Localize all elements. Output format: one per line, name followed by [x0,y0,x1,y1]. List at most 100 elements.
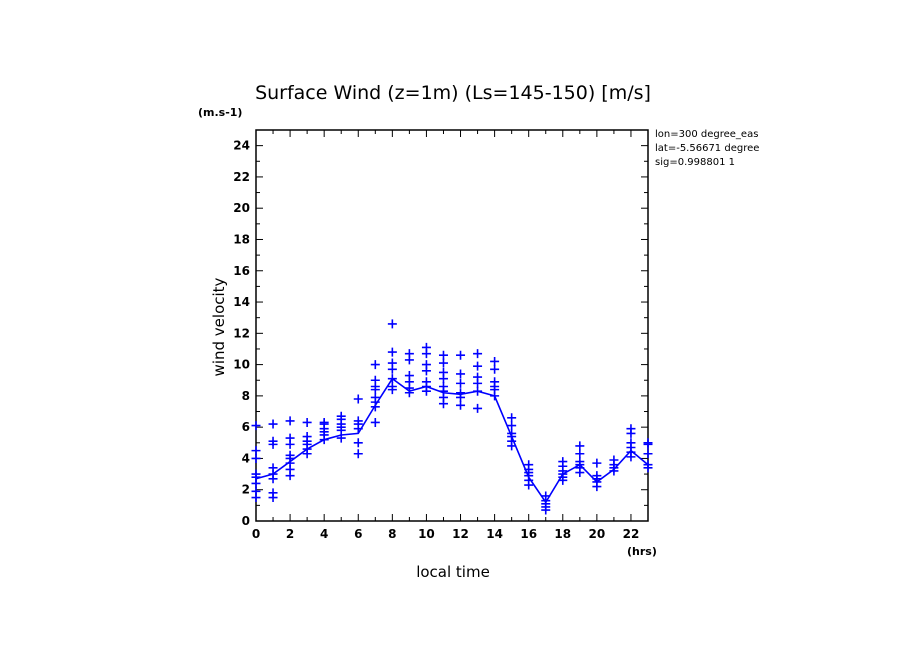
annotation-lat: lat=-5.56671 degree [655,143,759,154]
wind-sample-point [251,453,261,463]
x-tick-label: 10 [418,527,435,541]
wind-sample-point [285,450,295,460]
x-tick-label: 18 [554,527,571,541]
wind-sample-point [370,360,380,370]
wind-sample-point [421,360,431,370]
mean-wind-line [255,377,649,504]
wind-sample-point [251,486,261,496]
wind-sample-point [404,371,414,381]
wind-sample-point [421,377,431,387]
y-unit-label: (m.s-1) [198,106,242,119]
wind-sample-point [456,400,466,410]
wind-sample-point [575,449,585,459]
x-tick-label: 2 [286,527,294,541]
wind-sample-point [609,455,619,465]
wind-sample-point [387,319,397,329]
annotation-block: lon=300 degree_eas lat=-5.56671 degree s… [655,129,759,168]
wind-sample-point [438,381,448,391]
wind-sample-point [370,392,380,402]
wind-sample-point [558,457,568,467]
wind-sample-point [643,460,653,470]
wind-sample-point [592,458,602,468]
y-tick-label: 20 [233,201,250,215]
x-tick-label: 8 [388,527,396,541]
wind-sample-point [490,356,500,366]
wind-sample-point [473,372,483,382]
x-tick-label: 12 [452,527,469,541]
wind-sample-point [268,463,278,473]
y-axis-label: wind velocity [210,277,228,376]
x-tick-label: 4 [320,527,328,541]
chart-title: Surface Wind (z=1m) (Ls=145-150) [m/s] [255,82,651,104]
wind-sample-point [285,433,295,443]
wind-sample-point [524,460,534,470]
wind-sample-point [353,438,363,448]
y-tick-label: 22 [233,170,250,184]
wind-sample-point [387,358,397,368]
x-unit-label: (hrs) [627,545,657,558]
wind-sample-point [456,388,466,398]
wind-sample-point [336,433,346,443]
wind-sample-point [626,438,636,448]
annotation-lon: lon=300 degree_eas [655,129,758,140]
wind-sample-point [643,438,653,448]
wind-sample-point [473,349,483,359]
wind-sample-point [507,413,517,423]
y-tick-label: 8 [242,389,250,403]
wind-sample-point [302,432,312,442]
wind-sample-point [302,417,312,427]
y-tick-label: 14 [233,295,250,309]
wind-sample-point [438,350,448,360]
x-tick-label: 20 [589,527,606,541]
wind-sample-point [285,416,295,426]
wind-sample-point [438,358,448,368]
wind-sample-point [507,421,517,431]
plot-frame [255,129,649,522]
wind-sample-point [353,416,363,426]
y-tick-label: 4 [242,451,250,465]
wind-sample-point [336,411,346,421]
wind-sample-point [456,350,466,360]
wind-sample-point [251,421,261,431]
y-tick-label: 24 [233,139,250,153]
wind-sample-point [456,378,466,388]
y-tick-label: 0 [242,514,250,528]
y-tick-label: 12 [233,326,250,340]
x-tick-label: 22 [623,527,640,541]
wind-sample-point [268,488,278,498]
x-tick-label: 6 [354,527,362,541]
wind-sample-point [387,374,397,384]
x-tick-label: 14 [486,527,503,541]
wind-sample-point [387,347,397,357]
wind-sample-point [370,375,380,385]
wind-sample-point [353,449,363,459]
wind-sample-point [268,419,278,429]
x-tick-label: 0 [252,527,260,541]
wind-sample-point [268,436,278,446]
wind-sample-point [421,342,431,352]
y-tick-label: 6 [242,420,250,434]
wind-sample-point [507,428,517,438]
y-tick-label: 16 [233,264,250,278]
wind-sample-point [575,441,585,451]
wind-sample-point [438,367,448,377]
wind-sample-point [592,471,602,481]
wind-sample-point [473,403,483,413]
wind-sample-point [473,361,483,371]
wind-sample-point [643,449,653,459]
wind-sample-point [370,417,380,427]
wind-sample-point [404,349,414,359]
wind-sample-point [541,491,551,501]
wind-sample-point [490,377,500,387]
wind-sample-point [473,386,483,396]
wind-sample-point [626,424,636,434]
annotation-sig: sig=0.998801 1 [655,157,735,168]
wind-sample-point [490,364,500,374]
wind-sample-point [353,394,363,404]
wind-sample-point [251,446,261,456]
x-tick-label: 16 [520,527,537,541]
wind-sample-point [319,417,329,427]
wind-sample-point [575,457,585,467]
